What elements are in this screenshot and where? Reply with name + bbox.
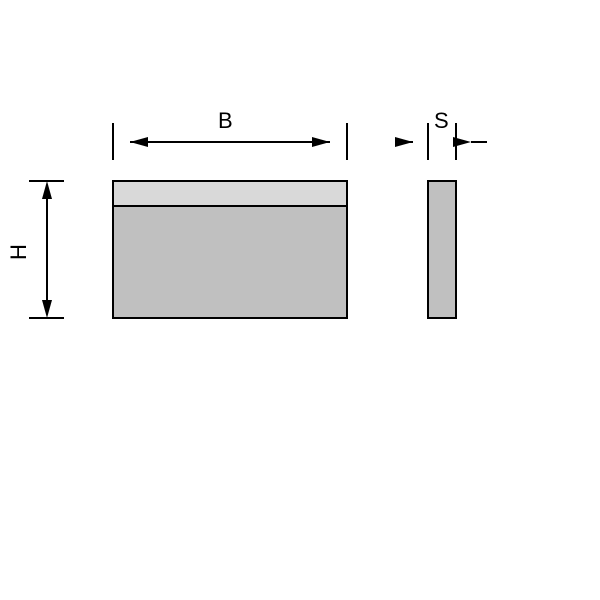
label-h: H xyxy=(6,244,32,260)
front-view-top-strip xyxy=(113,181,347,206)
diagram-canvas xyxy=(0,0,600,600)
side-view xyxy=(428,181,456,318)
label-b: B xyxy=(218,108,233,134)
label-s: S xyxy=(434,108,449,134)
front-view xyxy=(113,181,347,318)
dimension-h xyxy=(29,181,64,318)
